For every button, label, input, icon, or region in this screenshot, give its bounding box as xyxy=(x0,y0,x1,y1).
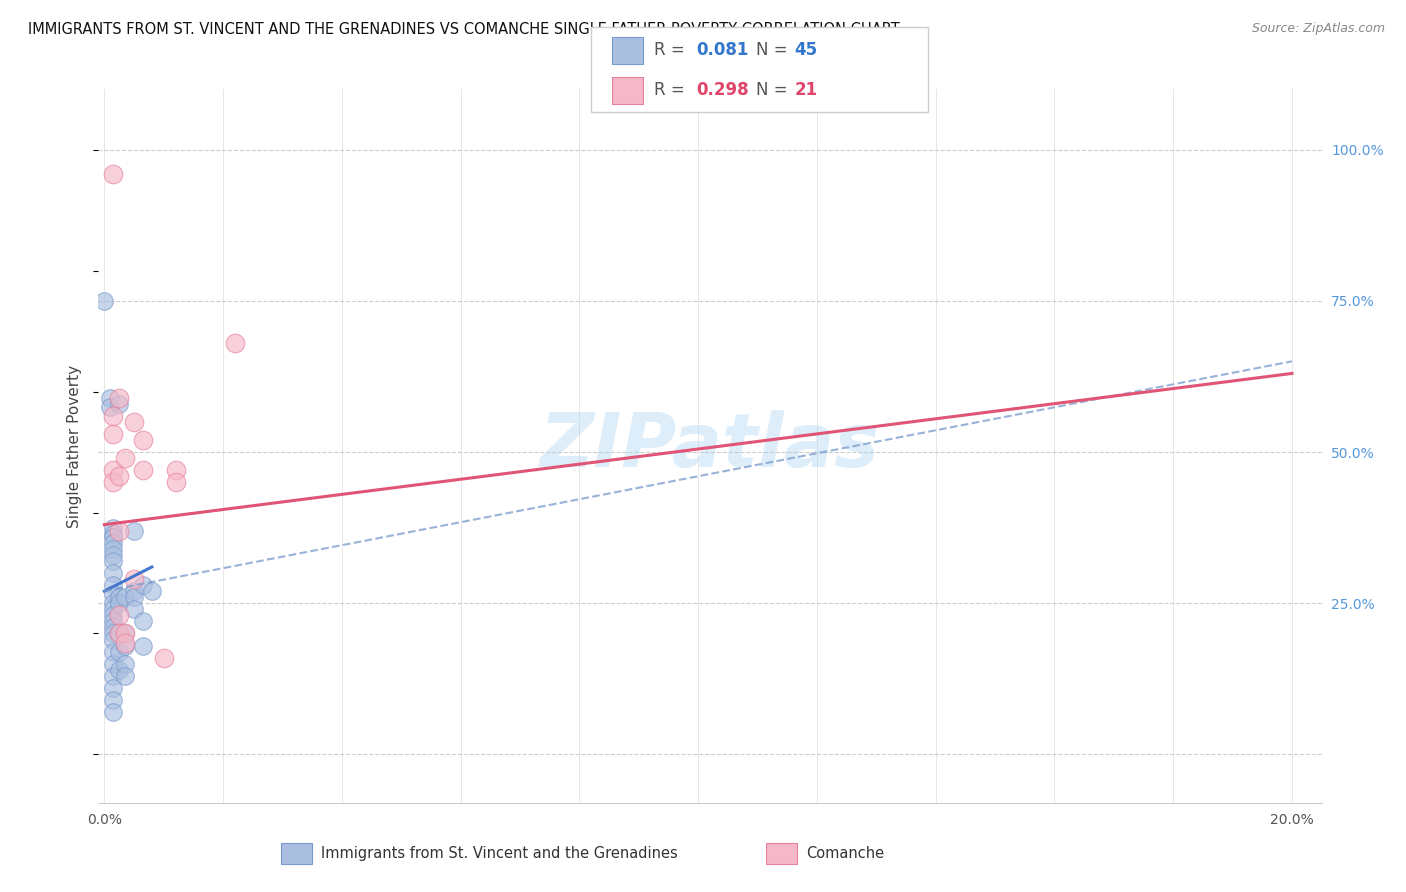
Point xyxy=(103,645,125,659)
Point xyxy=(103,620,125,634)
Point xyxy=(132,463,155,477)
Point xyxy=(103,669,125,683)
Point xyxy=(132,433,155,447)
Point xyxy=(103,657,125,671)
Point xyxy=(114,626,136,640)
Point xyxy=(165,463,187,477)
Point xyxy=(103,602,125,616)
Text: N =: N = xyxy=(756,42,793,60)
Text: 21: 21 xyxy=(794,81,817,99)
Point xyxy=(114,669,136,683)
Point xyxy=(108,608,131,623)
Text: R =: R = xyxy=(654,42,690,60)
Text: 0.081: 0.081 xyxy=(696,42,748,60)
Point xyxy=(103,566,125,580)
Point xyxy=(103,409,125,423)
Point xyxy=(132,578,155,592)
Point xyxy=(108,524,131,538)
Text: 0.298: 0.298 xyxy=(696,81,748,99)
Point xyxy=(108,596,131,610)
Point xyxy=(103,681,125,695)
Point xyxy=(103,693,125,707)
Point xyxy=(103,626,125,640)
Point xyxy=(108,626,131,640)
Point xyxy=(114,590,136,604)
Point xyxy=(108,645,131,659)
Point xyxy=(103,596,125,610)
Point xyxy=(103,608,125,623)
Y-axis label: Single Father Poverty: Single Father Poverty xyxy=(67,365,83,527)
Point xyxy=(103,578,125,592)
Point xyxy=(98,400,121,414)
Point xyxy=(103,526,125,541)
Point xyxy=(103,426,125,441)
Text: IMMIGRANTS FROM ST. VINCENT AND THE GRENADINES VS COMANCHE SINGLE FATHER POVERTY: IMMIGRANTS FROM ST. VINCENT AND THE GREN… xyxy=(28,22,900,37)
Text: 45: 45 xyxy=(794,42,817,60)
Point xyxy=(103,535,125,549)
Point xyxy=(114,451,136,466)
Point xyxy=(103,587,125,601)
Point xyxy=(103,615,125,629)
Point xyxy=(152,650,174,665)
Point xyxy=(103,554,125,568)
Point xyxy=(122,584,145,599)
Point xyxy=(103,705,125,719)
Point xyxy=(103,632,125,647)
Point xyxy=(114,639,136,653)
Point xyxy=(224,336,246,351)
Text: R =: R = xyxy=(654,81,690,99)
Point xyxy=(108,391,131,405)
Point xyxy=(103,521,125,535)
Point xyxy=(108,469,131,483)
Text: Immigrants from St. Vincent and the Grenadines: Immigrants from St. Vincent and the Gren… xyxy=(321,847,678,861)
Text: Source: ZipAtlas.com: Source: ZipAtlas.com xyxy=(1251,22,1385,36)
Point xyxy=(122,415,145,429)
Point xyxy=(103,167,125,181)
Point xyxy=(132,639,155,653)
Point xyxy=(93,293,115,308)
Text: N =: N = xyxy=(756,81,793,99)
Point xyxy=(132,615,155,629)
Point xyxy=(165,475,187,490)
Point xyxy=(114,626,136,640)
Text: ZIPatlas: ZIPatlas xyxy=(540,409,880,483)
Point xyxy=(98,391,121,405)
Point xyxy=(122,524,145,538)
Point xyxy=(122,572,145,586)
Text: Comanche: Comanche xyxy=(806,847,884,861)
Point xyxy=(114,635,136,649)
Point xyxy=(141,584,163,599)
Point xyxy=(103,548,125,562)
Point xyxy=(103,530,125,544)
Point xyxy=(108,590,131,604)
Point xyxy=(108,626,131,640)
Point xyxy=(114,657,136,671)
Point xyxy=(103,541,125,556)
Point xyxy=(103,463,125,477)
Point xyxy=(108,397,131,411)
Point xyxy=(122,602,145,616)
Point xyxy=(122,590,145,604)
Point xyxy=(103,475,125,490)
Point xyxy=(108,663,131,677)
